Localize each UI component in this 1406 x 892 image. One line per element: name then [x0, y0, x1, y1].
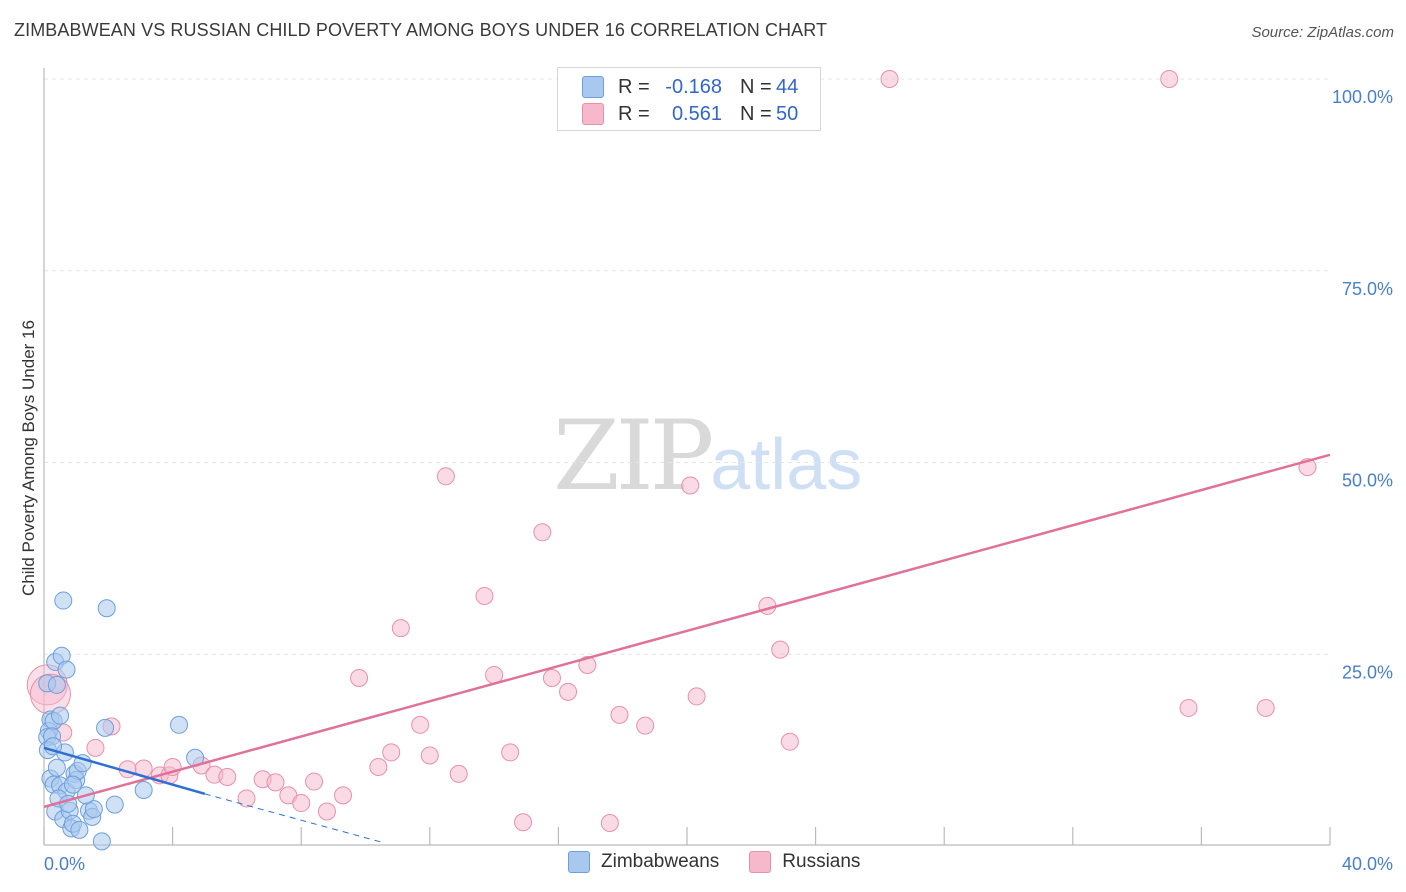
zimbabwean-point: [63, 775, 82, 794]
legend-label-russians: Russians: [782, 851, 861, 872]
zimbabwean-point: [97, 599, 116, 618]
zimbabwean-point: [57, 660, 76, 679]
zimbabwean-point: [70, 820, 89, 839]
zimbabwean-point: [105, 795, 124, 814]
axes: [43, 68, 1331, 846]
russian-point: [420, 746, 439, 765]
legend-swatch-russians: [582, 103, 604, 125]
legend-n-value: 50: [776, 102, 799, 125]
legend-swatch-zimbabweans: [582, 76, 604, 98]
tick-labels: 25.0% 50.0% 75.0% 100.0% 0.0% 40.0%: [44, 87, 1393, 874]
y-tick-label: 50.0%: [1342, 471, 1393, 491]
russian-point: [780, 732, 799, 751]
legend-row-russians: R = 0.561 N = 50: [582, 101, 798, 127]
russian-point: [514, 813, 533, 832]
zimbabwean-point: [54, 591, 73, 610]
legend-r-label: R =: [618, 75, 650, 98]
russian-point: [600, 813, 619, 832]
russian-point: [681, 476, 700, 495]
russian-point: [449, 764, 468, 783]
russian-point: [1160, 70, 1179, 88]
x-tick-label: 40.0%: [1342, 854, 1393, 874]
legend-item-zimbabweans[interactable]: Zimbabweans: [568, 851, 719, 873]
russian-trend-line: [43, 453, 1331, 809]
gridlines: [44, 78, 1330, 655]
russian-point: [436, 467, 455, 486]
zimbabwean-point: [96, 718, 115, 737]
zimbabwean-point: [92, 832, 111, 851]
series-legend: Zimbabweans Russians: [568, 851, 890, 873]
russian-point: [382, 743, 401, 762]
russian-point: [317, 802, 336, 821]
russian-point: [1179, 698, 1198, 717]
legend-swatch-russians: [749, 851, 772, 873]
y-tick-label: 75.0%: [1342, 279, 1393, 299]
russian-point: [305, 772, 324, 791]
legend-item-russians[interactable]: Russians: [749, 851, 860, 873]
legend-n-label: N =: [740, 102, 772, 125]
russian-point: [559, 682, 578, 701]
russian-point: [292, 794, 311, 813]
russian-point: [501, 743, 520, 762]
chart-title: ZIMBABWEAN VS RUSSIAN CHILD POVERTY AMON…: [14, 20, 828, 40]
legend-n-label: N =: [740, 75, 772, 98]
russian-point: [266, 773, 285, 792]
zimbabwean-point: [170, 715, 189, 734]
correlation-legend: R = -0.168 N = 44 R = 0.561 N = 50: [557, 67, 821, 131]
zimbabwean-trend-extension: [204, 793, 382, 843]
russian-point: [333, 786, 352, 805]
legend-row-zimbabweans: R = -0.168 N = 44: [582, 74, 798, 100]
russian-point: [475, 586, 494, 605]
russian-point: [578, 655, 597, 674]
russian-point: [687, 687, 706, 706]
y-tick-label: 100.0%: [1332, 87, 1393, 107]
legend-r-label: R =: [618, 102, 650, 125]
zimbabwean-point: [51, 706, 70, 725]
russian-point: [237, 789, 256, 808]
russian-point: [1256, 698, 1275, 717]
russian-point: [636, 716, 655, 735]
y-axis-label: Child Poverty Among Boys Under 16: [19, 320, 38, 596]
russian-point: [542, 669, 561, 688]
zimbabwean-trend-line: [43, 746, 206, 796]
zimbabwean-point: [84, 800, 103, 819]
zimbabwean-point: [47, 675, 66, 694]
legend-r-value: 0.561: [671, 102, 722, 125]
russian-point: [391, 619, 410, 638]
x-tick-label: 0.0%: [44, 854, 85, 874]
russian-point: [610, 705, 629, 724]
russian-point: [218, 767, 237, 786]
source-credit: Source: ZipAtlas.com: [1251, 24, 1394, 41]
legend-n-value: 44: [776, 75, 799, 98]
watermark-atlas: atlas: [710, 425, 863, 505]
russian-point: [86, 738, 105, 757]
y-tick-label: 25.0%: [1342, 662, 1393, 682]
zimbabwean-point: [134, 781, 153, 800]
russian-point: [369, 757, 388, 776]
legend-label-zimbabweans: Zimbabweans: [601, 851, 720, 872]
legend-r-value: -0.168: [665, 75, 722, 98]
russian-point: [411, 715, 430, 734]
zimbabwean-point: [47, 758, 66, 777]
russian-point: [350, 669, 369, 688]
legend-swatch-zimbabweans: [568, 851, 590, 873]
russian-point: [771, 640, 790, 659]
data-points: [26, 70, 1317, 851]
trend-lines: [43, 453, 1331, 843]
russian-point: [533, 523, 552, 542]
russian-point: [880, 70, 899, 88]
